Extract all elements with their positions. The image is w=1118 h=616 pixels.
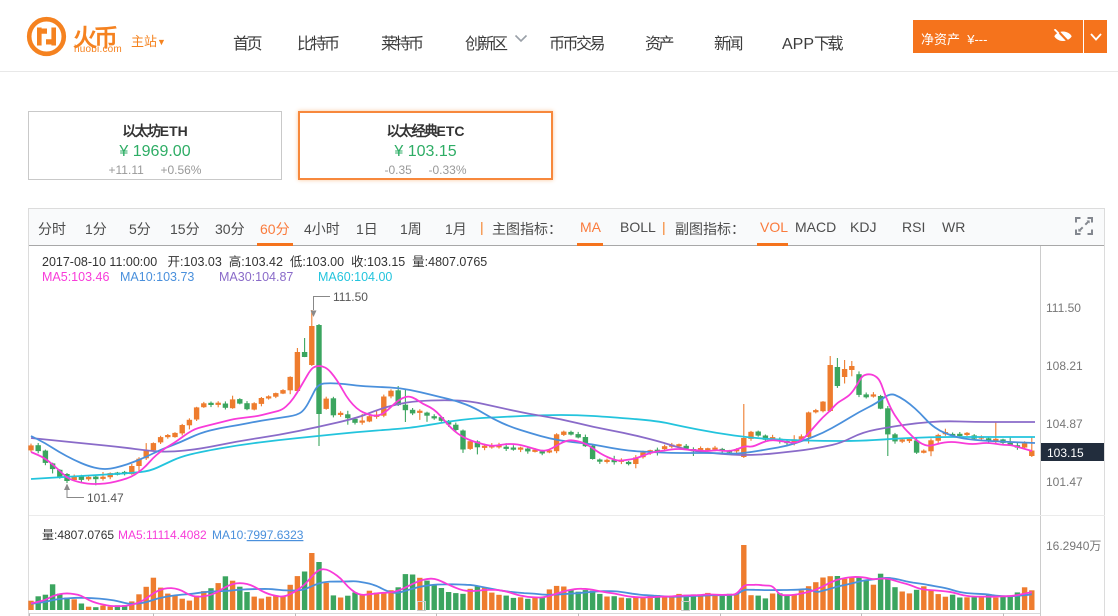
svg-text:MA10:103.73: MA10:103.73 [120,270,194,284]
svg-text:104.87: 104.87 [1046,417,1083,431]
svg-text:111.50: 111.50 [1046,301,1081,315]
svg-text:MA60:104.00: MA60:104.00 [318,270,392,284]
svg-text:108.21: 108.21 [1046,359,1083,373]
svg-text:16.2940万: 16.2940万 [1046,539,1101,553]
svg-text:MA5:11114.4082: MA5:11114.4082 [118,528,207,542]
svg-text:2017-08-10 11:00:00 开:103.03: 2017-08-10 11:00:00 开:103.03 高:103.42 低:… [42,254,487,269]
svg-text:111.50: 111.50 [333,290,368,304]
svg-text:103.15: 103.15 [1047,446,1084,460]
svg-text:MA30:104.87: MA30:104.87 [219,270,293,284]
svg-text:量:4807.0765: 量:4807.0765 [42,528,114,542]
svg-text:101.47: 101.47 [87,491,124,505]
svg-text:MA5:103.46: MA5:103.46 [42,270,109,284]
svg-text:MA10:7997.6323: MA10:7997.6323 [212,528,304,542]
svg-text:101.47: 101.47 [1046,475,1083,489]
